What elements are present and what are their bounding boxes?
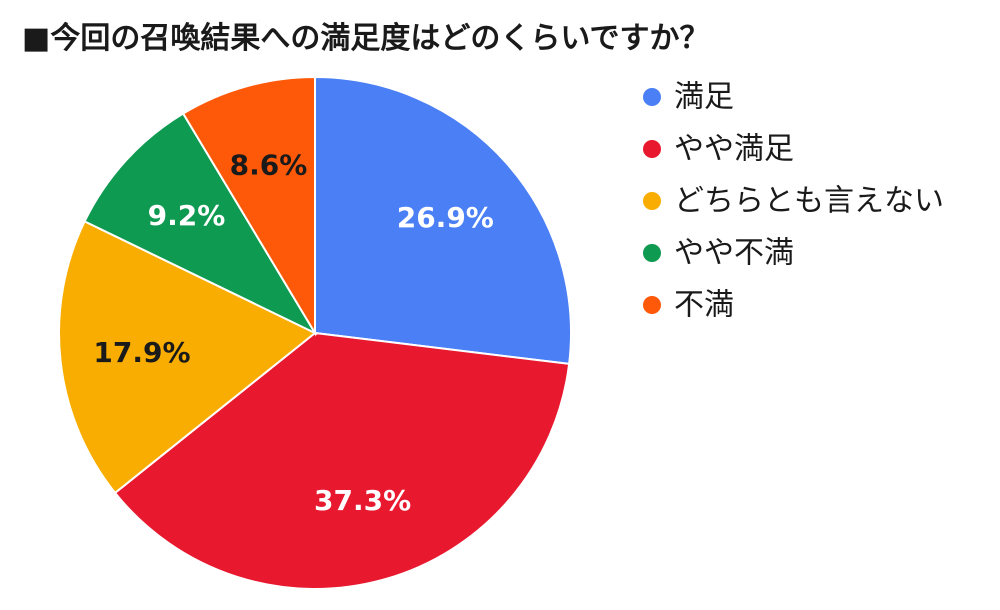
pie-slices <box>58 75 572 590</box>
slice-value-label-4: 8.6% <box>230 149 308 182</box>
legend-item-2: どちらとも言えない <box>643 184 944 219</box>
slice-value-label-2: 17.9% <box>93 336 190 369</box>
legend-item-1: やや満足 <box>643 132 794 167</box>
legend-label-3: やや不満 <box>674 236 794 271</box>
legend-swatch-0 <box>643 88 661 106</box>
slice-value-label-0: 26.9% <box>397 201 494 234</box>
pie-slice-0 <box>314 75 572 366</box>
legend-swatch-4 <box>643 296 661 314</box>
pie-slice-4 <box>181 75 316 337</box>
pie-slice-1 <box>113 331 571 590</box>
legend-item-4: 不満 <box>643 288 734 323</box>
pie-slice-3 <box>83 112 318 336</box>
legend-label-1: やや満足 <box>674 132 794 167</box>
slice-labels: 26.9% 37.3% 17.9% 9.2%8.6% <box>93 149 493 517</box>
legend-swatch-1 <box>643 140 661 158</box>
legend-label-4: 不満 <box>674 288 734 323</box>
chart-title: ■今回の召喚結果への満足度はどのくらいですか？ <box>22 21 709 56</box>
slice-value-label-1: 37.3% <box>314 484 411 517</box>
slice-value-label-3: 9.2% <box>148 199 226 232</box>
legend-label-2: どちらとも言えない <box>674 184 944 219</box>
legend-label-0: 満足 <box>674 80 734 115</box>
pie-slice-2 <box>58 220 317 495</box>
legend-item-3: やや不満 <box>643 236 794 271</box>
legend-swatch-3 <box>643 244 661 262</box>
legend-item-0: 満足 <box>643 80 734 115</box>
legend-swatch-2 <box>643 192 661 210</box>
